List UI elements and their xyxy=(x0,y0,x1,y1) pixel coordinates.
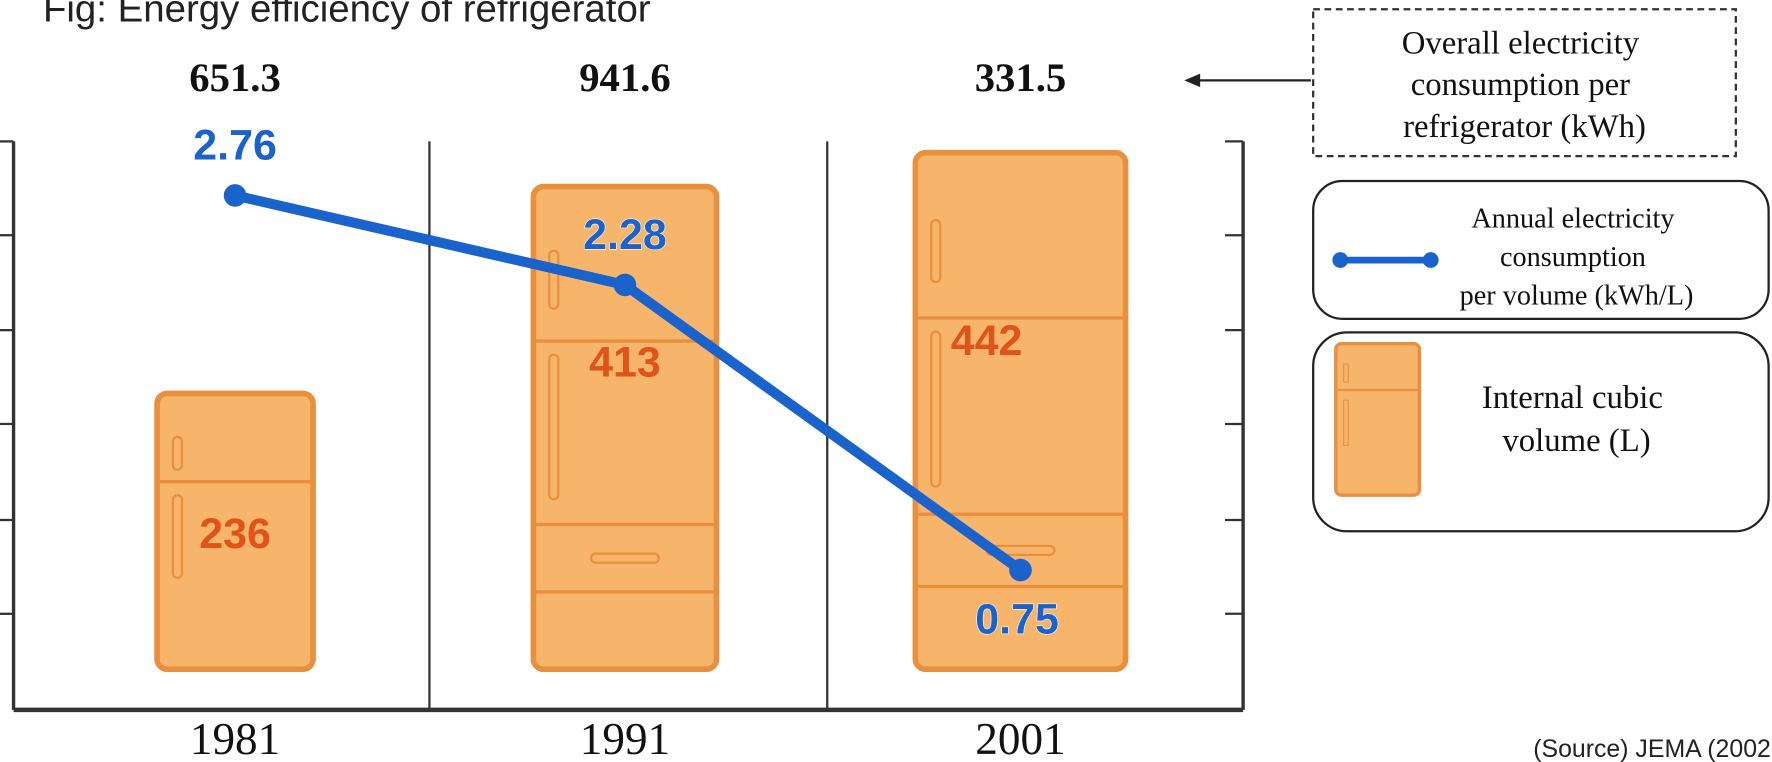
data-label: 0.75 xyxy=(975,595,1059,643)
x-tick-label: 1981 xyxy=(190,714,280,762)
legend-fridge xyxy=(1334,342,1422,497)
x-tick-label: 1991 xyxy=(580,714,670,762)
fridge xyxy=(912,149,1129,673)
fridge xyxy=(154,390,316,673)
volume-label: 413 xyxy=(589,338,661,386)
fridge xyxy=(530,183,720,673)
legend-label: Annual electricity consumption per volum… xyxy=(1460,204,1694,312)
point xyxy=(613,273,637,297)
data-label: 2.28 xyxy=(583,211,667,259)
volume-label: 442 xyxy=(951,317,1023,365)
legend-box xyxy=(1312,179,1770,320)
legend-label: Overall electricity consumption per refr… xyxy=(1402,25,1648,145)
legend-box xyxy=(1312,8,1737,158)
total-label: 651.3 xyxy=(189,55,281,100)
fridge-handle xyxy=(171,435,184,472)
legend-label: Internal cubic volume (L) xyxy=(1482,380,1671,459)
axis-ticks xyxy=(0,140,1244,615)
legend-box xyxy=(1312,331,1770,533)
fridge-body xyxy=(530,183,720,673)
data-label: 2.76 xyxy=(193,121,277,169)
fridge-body xyxy=(912,149,1129,673)
fridge-handle xyxy=(548,249,560,310)
fridge-handle xyxy=(171,494,184,580)
chart-title: Fig: Energy efficiency of refrigerator xyxy=(43,0,651,31)
total-label: 331.5 xyxy=(975,55,1067,100)
legend-marker xyxy=(1422,252,1439,268)
legend-marker xyxy=(1332,252,1349,268)
fridge-body xyxy=(154,390,316,673)
fridge-handle xyxy=(930,330,942,488)
fridge-handle xyxy=(548,353,560,501)
point xyxy=(223,184,247,207)
fridge-handle xyxy=(589,552,660,564)
source-note: (Source) JEMA (2002 xyxy=(1533,735,1771,762)
fridge-handle xyxy=(930,219,942,284)
volume-label: 236 xyxy=(199,510,271,558)
total-label: 941.6 xyxy=(579,55,671,100)
x-tick-label: 2001 xyxy=(975,714,1065,762)
point xyxy=(1009,558,1032,582)
arrow-head xyxy=(1184,73,1201,88)
